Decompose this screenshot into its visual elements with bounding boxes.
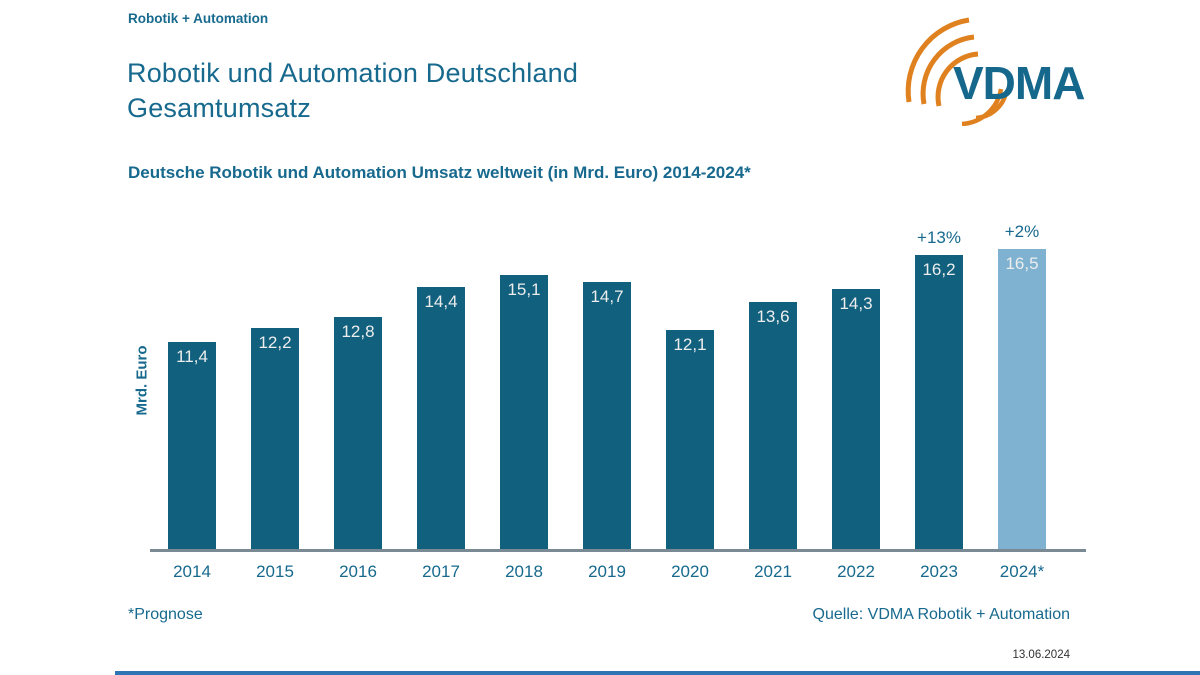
bar-2017: 14,4	[417, 287, 465, 551]
bar-chart: 11,4 2014 12,2 2015 12,8 2016 14,4 2017 15,1 2018…	[168, 210, 1046, 581]
bar-value-label: 12,1	[673, 335, 707, 354]
x-tick-label: 2018	[505, 562, 543, 581]
logo-swoosh-arcs-icon	[905, 17, 1009, 127]
x-axis-line	[150, 549, 1086, 552]
page-title: Robotik und Automation Deutschland Gesamt…	[127, 56, 578, 126]
bar-value-label: 11,4	[176, 347, 208, 366]
date-stamp: 13.06.2024	[1012, 649, 1070, 661]
x-tick-label: 2021	[754, 562, 792, 581]
logo-text: VDMA	[953, 57, 1084, 109]
bar-2024: 16,5	[998, 249, 1046, 551]
bar-value-label: 13,6	[756, 307, 790, 326]
growth-annotation: +13%	[917, 228, 961, 247]
x-tick-label: 2016	[339, 562, 377, 581]
vdma-logo-graphic: VDMA	[905, 17, 1085, 127]
bar-value-label: 16,2	[922, 260, 956, 279]
bar-2023: 16,2	[915, 255, 963, 551]
x-tick-label: 2022	[837, 562, 875, 581]
source-credit: Quelle: VDMA Robotik + Automation	[812, 606, 1070, 623]
bar-value-label: 16,5	[1005, 254, 1039, 273]
chart-title: Deutsche Robotik und Automation Umsatz w…	[128, 163, 751, 182]
x-tick-label: 2020	[671, 562, 709, 581]
vdma-logo: VDMA	[893, 6, 1088, 127]
bar-2016: 12,8	[334, 317, 382, 551]
title-line-2: Gesamtumsatz	[127, 93, 311, 123]
bar-value-label: 14,3	[839, 294, 873, 313]
bar-2018: 15,1	[500, 275, 548, 551]
y-axis-label: Mrd. Euro	[133, 345, 151, 416]
bar-2019: 14,7	[583, 282, 631, 551]
x-tick-label: 2023	[920, 562, 958, 581]
bar-value-label: 14,7	[590, 287, 624, 306]
title-line-1: Robotik und Automation Deutschland	[127, 58, 579, 88]
brand-eyebrow: Robotik + Automation	[128, 11, 269, 26]
growth-annotation: +2%	[1004, 222, 1040, 241]
bar-2015: 12,2	[251, 328, 299, 551]
bar-value-label: 14,4	[424, 292, 458, 311]
x-tick-label: 2015	[256, 562, 294, 581]
x-tick-label: 2014	[173, 562, 211, 581]
bottom-accent-bar	[115, 671, 1200, 675]
x-tick-label: 2019	[588, 562, 626, 581]
bar-value-label: 15,1	[507, 280, 541, 299]
bar-2020: 12,1	[666, 330, 714, 551]
footnote-prognose: *Prognose	[128, 606, 203, 623]
bar-2014: 11,4	[168, 342, 216, 551]
x-tick-label: 2024*	[999, 562, 1045, 581]
bar-value-label: 12,2	[258, 333, 292, 352]
bar-2021: 13,6	[749, 302, 797, 551]
bar-value-label: 12,8	[341, 322, 375, 341]
bar-2022: 14,3	[832, 289, 880, 551]
x-tick-label: 2017	[422, 562, 460, 581]
